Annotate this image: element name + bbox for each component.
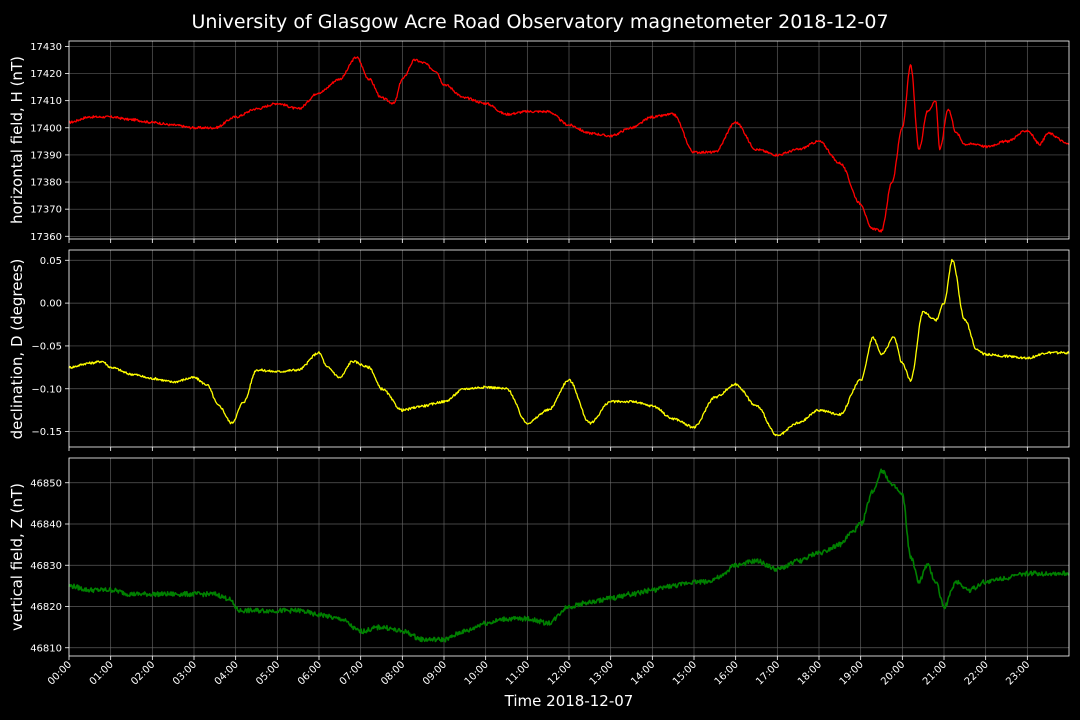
series-line-d — [68, 258, 1070, 437]
y-tick-label: 17380 — [30, 178, 62, 189]
y-tick-label: 46820 — [30, 602, 62, 613]
y-tick-label: 17410 — [30, 96, 62, 107]
y-tick-label: 17370 — [30, 205, 62, 216]
x-axis-label: Time 2018-12-07 — [504, 692, 634, 710]
y-tick-label: 0.05 — [40, 256, 62, 267]
y-tick-label: 17430 — [30, 42, 62, 53]
y-tick-label: −0.10 — [31, 384, 62, 395]
y-tick-label: 46810 — [30, 643, 62, 654]
chart-title: University of Glasgow Acre Road Observat… — [191, 11, 888, 33]
y-tick-label: 17360 — [30, 232, 62, 243]
panel-vertical-field: vertical field, Z (nT) 46810 46820 46830 46… — [8, 457, 1070, 660]
y-tick-label: 46840 — [30, 520, 62, 531]
axes-frame — [68, 249, 1070, 448]
series-line-z — [68, 468, 1070, 643]
y-tick-label: 17400 — [30, 123, 62, 134]
y-axis-label-z: vertical field, Z (nT) — [8, 483, 26, 631]
y-tick-label: −0.05 — [31, 341, 62, 352]
y-tick-label: 17420 — [30, 69, 62, 80]
y-tick-label: −0.15 — [31, 427, 62, 438]
y-tick-label: 0.00 — [40, 299, 62, 310]
y-tick-label: 46850 — [30, 478, 62, 489]
y-tick-label: 17390 — [30, 150, 62, 161]
y-axis-label-d: declination, D (degrees) — [8, 259, 26, 440]
panel-declination: declination, D (degrees) −0.15 −0.10 −0.05… — [8, 249, 1070, 451]
y-axis-label-h: horizontal field, H (nT) — [8, 56, 26, 224]
series-line-h — [69, 56, 1070, 233]
panel-horizontal-field: horizontal field, H (nT) 17360 17370 17380… — [8, 40, 1070, 243]
y-tick-label: 46830 — [30, 561, 62, 572]
axes-frame — [68, 40, 1070, 240]
axes-frame — [68, 457, 1070, 657]
